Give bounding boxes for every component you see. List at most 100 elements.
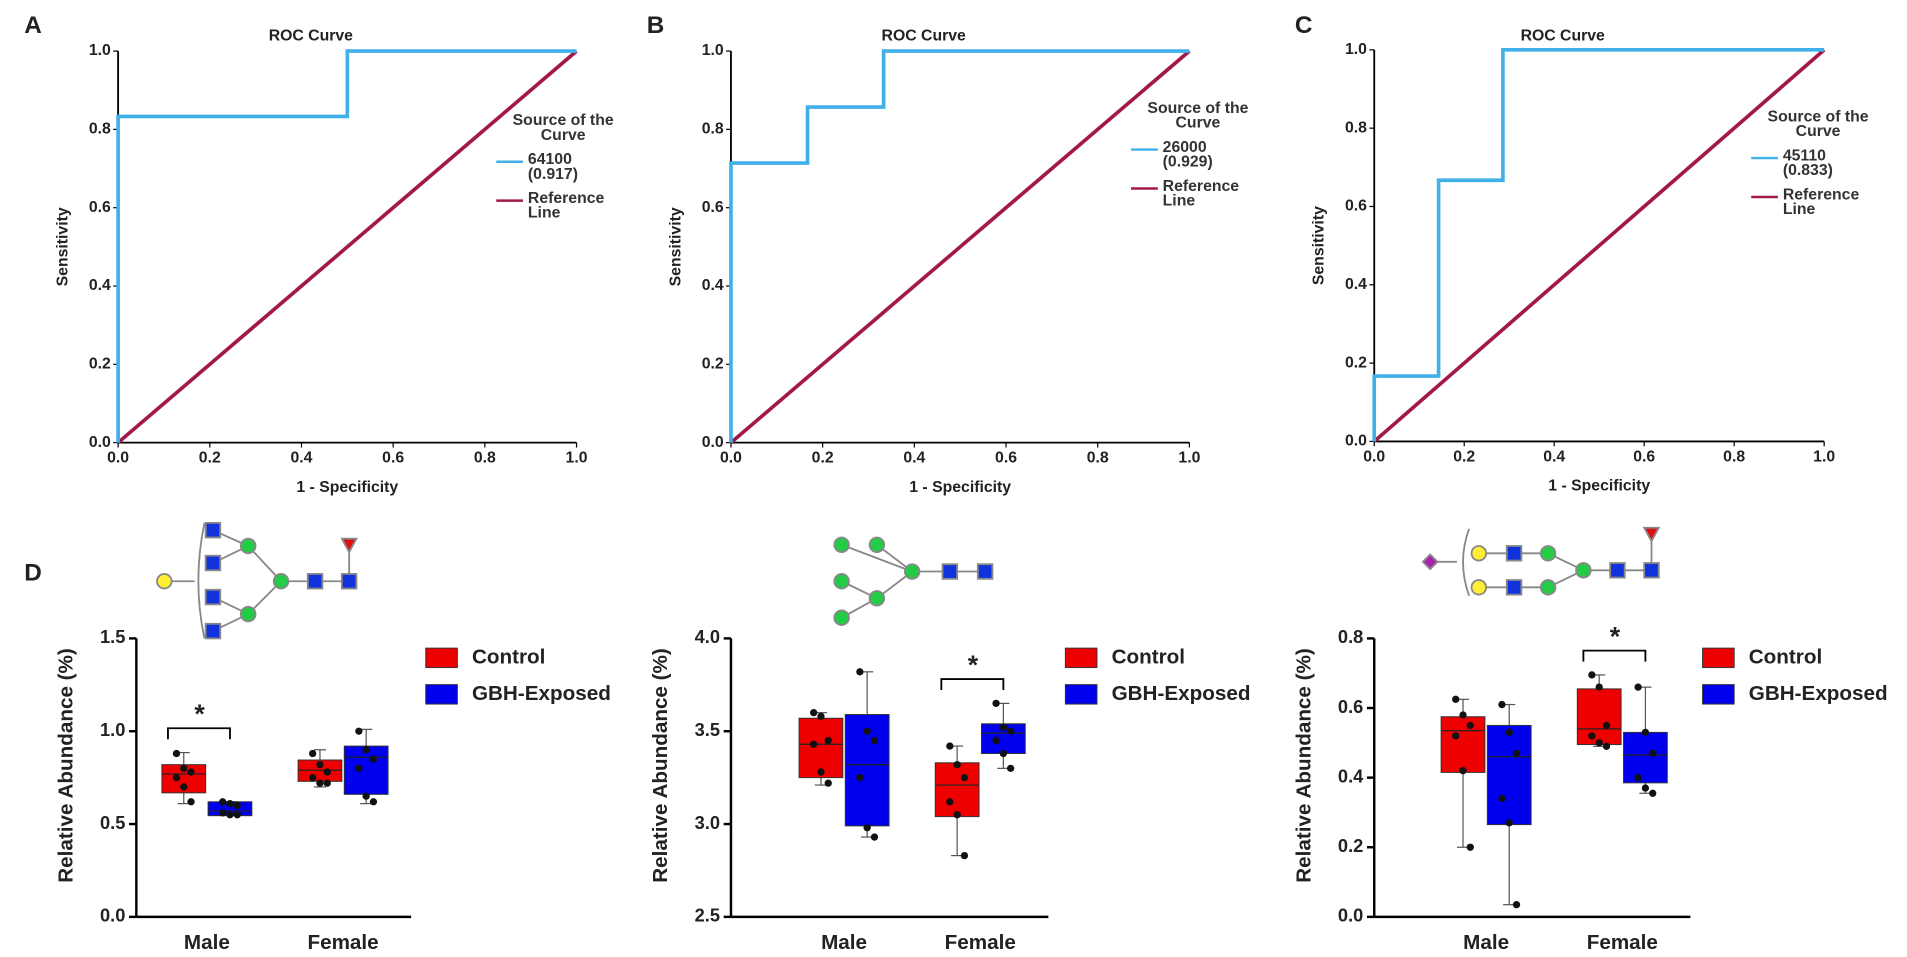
roc-line — [1373, 48, 1826, 443]
data-point — [1459, 711, 1467, 719]
y-tick-label: 1.0 — [89, 42, 111, 59]
data-point — [953, 760, 961, 769]
x-tick-label: 0.8 — [1087, 450, 1109, 467]
y-tick-label: 1.0 — [100, 719, 125, 740]
box — [1623, 731, 1668, 784]
legend-title-box: Source of the Curve — [512, 113, 614, 144]
data-point — [960, 773, 969, 782]
x-tick-label: Female — [1587, 931, 1658, 954]
x-tick-label: Male — [1463, 931, 1509, 954]
data-point — [856, 773, 864, 782]
data-point — [362, 792, 370, 800]
data-point — [369, 755, 378, 763]
data-point — [1498, 700, 1506, 709]
legend-title: Source of the Curve — [1147, 100, 1249, 132]
legend-swatch — [1702, 647, 1735, 669]
data-point — [870, 736, 879, 745]
chart-title: ROC Curve — [1521, 28, 1605, 45]
data-point — [870, 833, 879, 841]
data-point — [180, 783, 188, 791]
chart-title: ROC Curve — [269, 28, 353, 45]
legend-title: Source of the Curve — [512, 113, 614, 144]
data-point — [999, 749, 1008, 758]
data-point — [992, 736, 1000, 745]
y-axis-label: Sensitivity — [55, 207, 72, 286]
data-point — [1595, 739, 1603, 747]
x-tick-label: 0.8 — [1723, 448, 1745, 465]
panel-label: D — [24, 559, 42, 586]
y-tick-label: 0.8 — [1338, 626, 1363, 647]
y-tick-label: 0.8 — [702, 121, 724, 138]
legend-title-box: Source of the Curve — [1147, 100, 1249, 132]
chart-title: ROC Curve — [882, 28, 966, 45]
legend-label: Reference Line — [1162, 178, 1240, 210]
data-point — [219, 809, 227, 817]
data-point — [856, 668, 864, 676]
x-tick-label: 0.0 — [107, 450, 129, 467]
x-tick-label: 0.2 — [812, 450, 834, 467]
legend-label: Reference Line — [527, 190, 605, 222]
data-point — [1588, 732, 1596, 740]
x-axis-label: 1 - Specificity — [296, 479, 398, 496]
legend-label-box: Reference Line — [1782, 187, 1860, 218]
y-axis-label: Relative Abundance (%) — [649, 648, 672, 883]
x-tick-label: 1.0 — [1178, 450, 1200, 467]
y-tick-label: 0.2 — [1338, 835, 1363, 856]
x-tick-label: Female — [945, 931, 1016, 954]
legend-label: Reference Line — [1782, 187, 1860, 218]
box — [1576, 688, 1622, 746]
box — [1440, 716, 1486, 773]
significance-bracket — [1582, 649, 1647, 662]
legend-label: 26000 (0.929) — [1162, 139, 1213, 171]
y-tick-label: 4.0 — [695, 626, 720, 647]
legend-label: GBH-Exposed — [472, 682, 611, 705]
data-point — [316, 760, 324, 769]
data-point — [1505, 728, 1513, 737]
y-axis-label: Sensitivity — [1311, 206, 1328, 285]
x-axis-label: 1 - Specificity — [909, 479, 1011, 496]
data-point — [1512, 901, 1521, 909]
x-tick-label: 0.6 — [995, 450, 1017, 467]
y-tick-label: 0.4 — [1338, 765, 1364, 786]
legend-title-box: Source of the Curve — [1767, 109, 1869, 140]
y-tick-label: 0.6 — [702, 199, 724, 216]
y-tick-label: 0.0 — [702, 434, 724, 451]
legend-title: Source of the Curve — [1767, 109, 1869, 140]
legend-label-box: Reference Line — [1162, 178, 1240, 210]
data-point — [1452, 732, 1460, 740]
data-point — [817, 768, 825, 776]
data-point — [309, 773, 317, 782]
data-point — [1466, 843, 1474, 851]
glycan-structure — [1421, 526, 1661, 597]
data-point — [180, 764, 188, 773]
data-point — [1641, 784, 1650, 792]
box — [798, 717, 844, 779]
x-tick-label: 0.0 — [720, 450, 742, 467]
legend-swatch — [1702, 684, 1735, 705]
legend-label-box: Reference Line — [527, 190, 605, 222]
roc-line — [1372, 48, 1825, 442]
legend-label: Control — [1112, 645, 1185, 668]
x-tick-label: 0.2 — [199, 450, 221, 467]
data-point — [172, 773, 181, 782]
significance-label: * — [968, 650, 979, 680]
panel-label: C — [1295, 12, 1313, 39]
data-point — [946, 798, 954, 806]
data-point — [1505, 819, 1513, 827]
x-tick-label: 0.0 — [1363, 448, 1385, 465]
y-tick-label: 1.5 — [100, 626, 125, 647]
data-point — [1634, 773, 1642, 782]
data-point — [863, 727, 871, 735]
data-point — [362, 746, 370, 754]
x-tick-label: 1.0 — [1813, 448, 1835, 465]
y-tick-label: 0.8 — [89, 121, 111, 138]
data-point — [233, 801, 241, 810]
data-point — [355, 727, 363, 735]
y-tick-label: 1.0 — [702, 42, 724, 59]
data-point — [219, 798, 227, 806]
y-tick-label: 0.0 — [1345, 433, 1367, 450]
data-point — [810, 709, 818, 717]
data-point — [1588, 671, 1596, 679]
